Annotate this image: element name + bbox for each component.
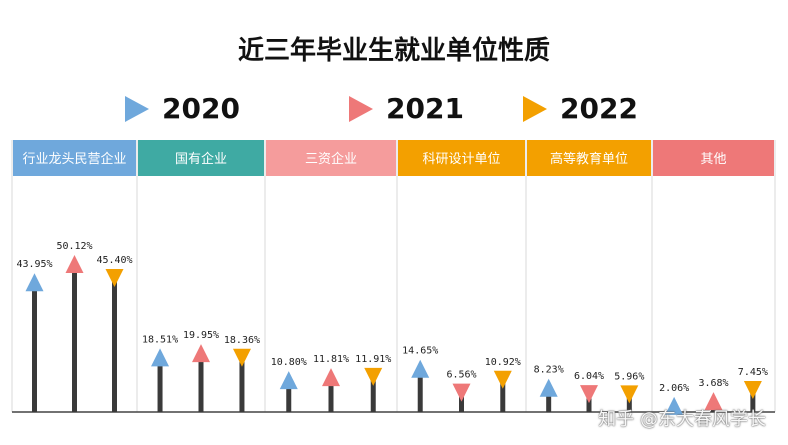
marker-3-2021 [452,383,471,402]
marker-2-2022 [364,367,383,386]
marker-4-2020 [539,378,558,397]
value-label-0-2020: 43.95% [16,259,52,270]
value-label-3-2020: 14.65% [402,346,438,357]
category-header-0 [13,140,136,176]
legend-label-2022: 2022 [560,92,638,125]
marker-3-2022 [493,370,512,389]
legend-item-2022: 2022 [520,90,638,130]
legend-marker-2022 [523,96,547,122]
value-label-3-2022: 10.92% [485,357,521,368]
category-header-5 [653,140,774,176]
value-label-1-2022: 18.36% [224,335,260,346]
category-header-3 [398,140,525,176]
marker-3-2020 [411,359,430,378]
value-label-2-2020: 10.80% [271,357,307,368]
marker-1-2020 [151,348,170,367]
legend-marker-2021 [349,96,373,122]
value-label-2-2021: 11.81% [313,354,349,365]
legend-item-2020: 2020 [122,90,240,130]
category-label-3: 科研设计单位 [422,152,500,167]
marker-5-2022 [743,381,762,400]
chart-title: 近三年毕业生就业单位性质 [237,36,550,66]
value-label-2-2022: 11.91% [355,354,391,365]
marker-2-2020 [279,371,298,390]
legend-item-2021: 2021 [346,90,464,130]
marker-5-2021 [704,392,723,411]
category-header-1 [138,140,264,176]
value-label-5-2022: 7.45% [738,367,768,378]
value-label-1-2021: 19.95% [183,330,219,341]
marker-1-2022 [232,348,251,367]
marker-0-2021 [65,255,84,273]
category-label-0: 行业龙头民营企业 [22,151,126,167]
marker-0-2020 [25,273,44,292]
value-label-4-2022: 5.96% [614,371,644,382]
marker-2-2021 [322,368,340,387]
value-label-0-2022: 45.40% [96,255,132,266]
value-label-3-2021: 6.56% [446,370,476,381]
watermark: 知乎 @东大春风学长 [598,409,766,430]
legend-label-2021: 2021 [386,92,464,125]
value-label-5-2021: 3.68% [698,378,728,389]
marker-1-2021 [192,344,210,363]
marker-4-2022 [620,385,639,404]
value-label-4-2021: 6.04% [574,371,604,382]
value-label-4-2020: 8.23% [534,365,564,376]
legend-label-2020: 2020 [162,92,240,125]
marker-4-2021 [580,385,598,404]
marker-0-2022 [105,268,124,287]
legend-marker-2020 [125,96,149,122]
legend: 2020 2021 2022 [0,90,788,130]
value-label-1-2020: 18.51% [142,334,178,345]
category-label-2: 三资企业 [305,151,357,167]
category-label-5: 其他 [700,152,726,167]
category-header-4 [527,140,651,176]
category-header-2 [266,140,396,176]
value-label-5-2020: 2.06% [659,383,689,394]
marker-5-2020 [665,396,684,415]
category-label-1: 国有企业 [175,151,227,167]
value-label-0-2021: 50.12% [56,241,92,252]
category-label-4: 高等教育单位 [550,151,628,167]
